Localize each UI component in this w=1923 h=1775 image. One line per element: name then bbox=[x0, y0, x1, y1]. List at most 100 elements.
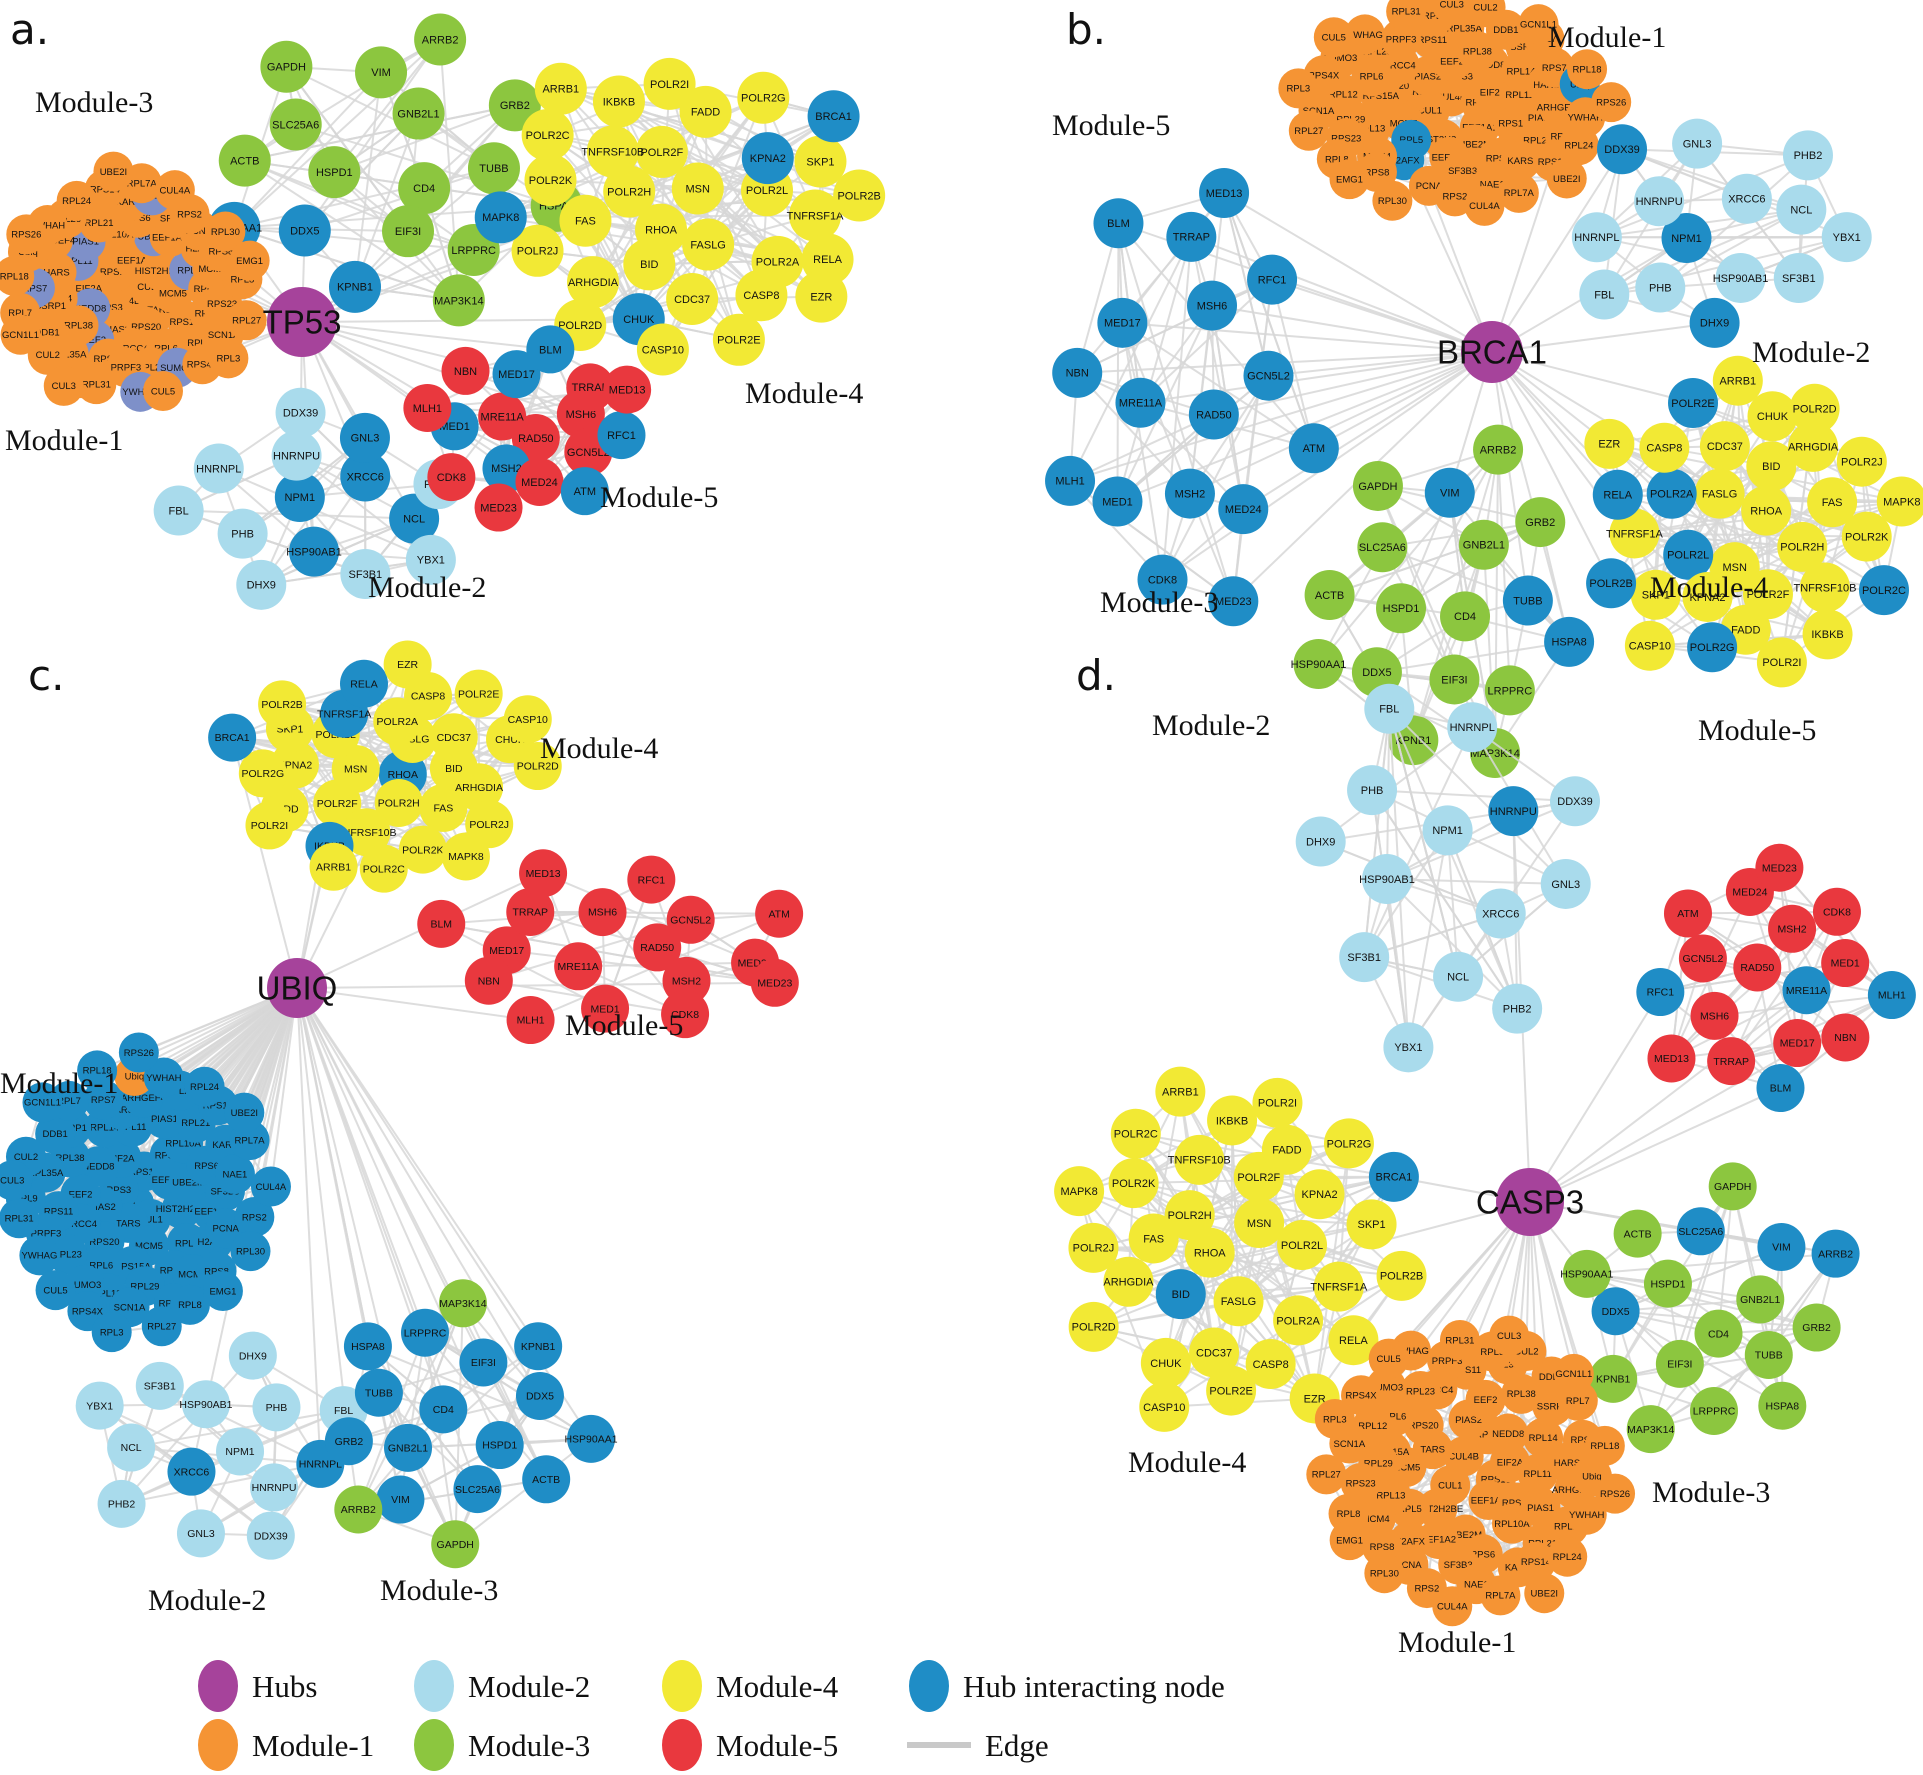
node-label-MED17: MED17 bbox=[1780, 1038, 1815, 1050]
node-label-TRRAP: TRRAP bbox=[1173, 232, 1210, 244]
node-MED1 bbox=[581, 984, 630, 1033]
node-POLR2K bbox=[1108, 1158, 1159, 1209]
node-FADD bbox=[1261, 1124, 1312, 1175]
node-label-SSRP1: SSRP1 bbox=[1510, 42, 1541, 53]
node-label-CHUK: CHUK bbox=[1150, 1358, 1182, 1370]
node-YBX1 bbox=[1383, 1022, 1434, 1073]
node-label-RPL6: RPL6 bbox=[154, 344, 178, 355]
node-label-HARS: HARS bbox=[43, 268, 69, 279]
node-GRB2 bbox=[324, 1417, 373, 1466]
node-label-POLR2E: POLR2E bbox=[458, 688, 499, 700]
node-label-SCN1A: SCN1A bbox=[1334, 1439, 1366, 1450]
node-XRCC6 bbox=[167, 1447, 216, 1496]
node-ARHGDIA bbox=[455, 763, 504, 812]
node-DHX9 bbox=[1295, 816, 1346, 867]
edge bbox=[285, 65, 495, 170]
node-HSP90AA1 bbox=[567, 1414, 616, 1463]
node-label-PHB: PHB bbox=[266, 1402, 288, 1414]
node-NBN bbox=[1821, 1013, 1870, 1062]
node-label-RPL7: RPL7 bbox=[1566, 1396, 1590, 1407]
node-label-RELA: RELA bbox=[1603, 490, 1632, 502]
node-label-EEF2: EEF2 bbox=[1440, 56, 1464, 67]
node-label-EEF1A1: EEF1A1 bbox=[117, 255, 152, 266]
node-label-POLR2A: POLR2A bbox=[1276, 1315, 1320, 1327]
node-TUBB bbox=[1502, 575, 1553, 626]
node-label-GNB2L1: GNB2L1 bbox=[1463, 540, 1505, 552]
node-label-POLR2A: POLR2A bbox=[1650, 489, 1694, 501]
node-label-ARRB1: ARRB1 bbox=[1719, 376, 1756, 388]
node-FASLG bbox=[682, 218, 735, 271]
node-label-POLR2C: POLR2C bbox=[526, 130, 570, 142]
node-XRCC6 bbox=[1475, 888, 1526, 939]
node-label-GRB2: GRB2 bbox=[335, 1436, 364, 1448]
node-GRB2 bbox=[1515, 497, 1566, 548]
node-KPNB1 bbox=[1589, 1354, 1638, 1403]
node-label-HSP90AB1: HSP90AB1 bbox=[179, 1399, 232, 1411]
edge bbox=[1687, 910, 1837, 915]
node-HSPD1 bbox=[1376, 583, 1427, 634]
node-label-NBN: NBN bbox=[454, 366, 477, 378]
node-MED13 bbox=[1199, 167, 1250, 218]
node-EMG1 bbox=[1329, 1520, 1370, 1561]
hub-edge bbox=[1242, 351, 1493, 511]
node-CUL5 bbox=[1313, 17, 1354, 58]
node-label-MSH2: MSH2 bbox=[491, 463, 522, 475]
node-label-KARS: KARS bbox=[212, 1140, 238, 1151]
node-label-RPS14: RPS14 bbox=[90, 185, 120, 196]
node-label-POLR2A: POLR2A bbox=[377, 716, 418, 728]
node-BLM bbox=[1756, 1064, 1805, 1113]
edge bbox=[1209, 1175, 1395, 1254]
node-label-KARS: KARS bbox=[116, 197, 142, 208]
node-label-SUMO3: SUMO3 bbox=[68, 1280, 102, 1291]
edge bbox=[1270, 1275, 1403, 1365]
node-KPNA2 bbox=[741, 132, 794, 185]
edge bbox=[1377, 485, 1456, 680]
node-label-RPL8: RPL8 bbox=[231, 274, 255, 285]
node-label-MAP3K14: MAP3K14 bbox=[1627, 1424, 1674, 1436]
node-RFC1 bbox=[1247, 254, 1298, 305]
node-label-RPL14: RPL14 bbox=[1529, 1433, 1558, 1444]
node-PHB2 bbox=[1782, 130, 1833, 181]
node-POLR2J bbox=[1068, 1222, 1119, 1273]
node-label-RAD50: RAD50 bbox=[640, 942, 674, 954]
node-label-YWHAG: YWHAG bbox=[1347, 30, 1383, 41]
module-label-a-module-2: Module-2 bbox=[368, 571, 486, 604]
node-label-CDC37: CDC37 bbox=[1707, 441, 1743, 453]
edge bbox=[159, 1385, 275, 1489]
module-label-c-module-1: Module-1 bbox=[0, 1067, 118, 1100]
node-XRCC6 bbox=[340, 451, 391, 502]
node-label-NBN: NBN bbox=[1834, 1032, 1856, 1044]
node-label-RPL18: RPL18 bbox=[1590, 1441, 1619, 1452]
node-label-NEDD8: NEDD8 bbox=[1492, 1429, 1524, 1440]
node-MED17 bbox=[1773, 1019, 1822, 1068]
node-label-RPS20: RPS20 bbox=[1409, 1421, 1439, 1432]
node-UBE2I bbox=[1546, 158, 1587, 199]
node-label-LRPPRC: LRPPRC bbox=[1693, 1406, 1736, 1418]
node-RHOA bbox=[1184, 1227, 1235, 1278]
node-label-SF3B1: SF3B1 bbox=[144, 1380, 176, 1392]
node-POLR2L bbox=[1277, 1220, 1328, 1271]
node-label-UBE2M: UBE2M bbox=[172, 1178, 205, 1189]
node-label-RPS4X: RPS4X bbox=[187, 360, 219, 371]
node-label-MLH1: MLH1 bbox=[413, 403, 442, 415]
node-label-RPL5: RPL5 bbox=[175, 1238, 199, 1249]
node-label-RPL5: RPL5 bbox=[177, 265, 201, 276]
node-POLR2I bbox=[245, 801, 294, 850]
node-HSPA8 bbox=[343, 1322, 392, 1371]
node-label-ARHGEF4: ARHGEF4 bbox=[1537, 102, 1582, 113]
node-EZR bbox=[383, 640, 432, 689]
node-label-HNRNPL: HNRNPL bbox=[299, 1459, 342, 1471]
node-POLR2D bbox=[513, 742, 562, 791]
node-label-RPL3: RPL3 bbox=[1323, 1414, 1347, 1425]
edge bbox=[1116, 374, 1270, 503]
node-HNRNPL bbox=[193, 443, 244, 494]
node-label-CUL3: CUL3 bbox=[1440, 0, 1464, 10]
hub-edge bbox=[296, 987, 322, 1464]
hub-edge bbox=[1223, 192, 1493, 353]
node-FAS bbox=[1128, 1213, 1179, 1264]
node-label-RPL7A: RPL7A bbox=[1485, 1591, 1516, 1602]
node-label-RPL24: RPL24 bbox=[190, 1082, 219, 1093]
hub-edge bbox=[1529, 991, 1662, 1203]
node-label-BLM: BLM bbox=[1770, 1083, 1792, 1095]
hub-edge bbox=[1211, 304, 1493, 353]
